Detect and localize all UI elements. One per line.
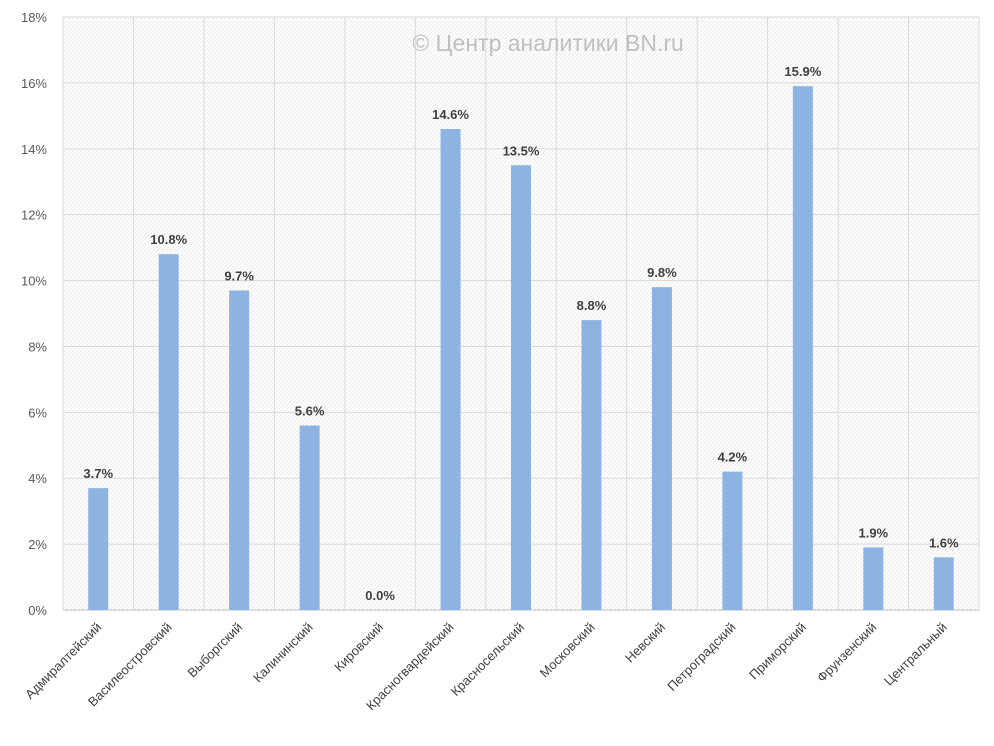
bar [229, 290, 250, 610]
data-labels: 3.7% 10.8% 9.7% 5.6% 0.0% 14.6% 13.5% 8.8% 9.8% 4… [83, 64, 959, 603]
x-tick-label: Московский [537, 620, 598, 681]
x-tick-label: Приморский [746, 620, 809, 683]
y-tick-label: 4% [28, 471, 47, 486]
y-tick-label: 0% [28, 603, 47, 618]
y-tick-label: 12% [21, 208, 47, 223]
x-tick-label: Фрунзенский [814, 620, 879, 685]
data-label: 14.6% [432, 107, 469, 122]
x-tick-label: Адмиралтейский [22, 620, 104, 702]
bar [511, 165, 531, 610]
bars [88, 86, 954, 610]
x-tick-label: Центральный [881, 620, 950, 689]
gridlines [62, 16, 980, 611]
y-tick-label: 16% [21, 76, 47, 91]
bar [581, 320, 602, 610]
data-label: 9.8% [647, 265, 677, 280]
bar [158, 254, 179, 610]
x-tick-label: Кировский [331, 620, 386, 675]
data-label: 8.8% [577, 298, 607, 313]
data-label: 15.9% [784, 64, 821, 79]
bar [299, 425, 320, 610]
data-label: 3.7% [83, 466, 113, 481]
data-label: 13.5% [503, 143, 540, 158]
y-tick-label: 18% [21, 10, 47, 25]
bar [933, 557, 954, 610]
x-tick-label: Выборгский [184, 620, 245, 681]
bar [792, 86, 813, 610]
data-label: 10.8% [150, 232, 187, 247]
data-label: 5.6% [295, 404, 325, 419]
x-tick-label: Калининский [250, 620, 316, 686]
bar [863, 547, 884, 610]
bar [651, 287, 672, 610]
bar [440, 129, 461, 610]
y-tick-label: 2% [28, 537, 47, 552]
data-label: 1.6% [929, 535, 959, 550]
data-label: 1.9% [858, 525, 888, 540]
y-axis-ticks: 0% 2% 4% 6% 8% 10% 12% 14% 16% 18% [21, 10, 47, 618]
data-label: 9.7% [224, 268, 254, 283]
x-tick-label: Невский [622, 620, 668, 666]
y-tick-label: 10% [21, 274, 47, 289]
bar [722, 471, 743, 610]
y-tick-label: 8% [28, 339, 47, 354]
watermark: © Центр аналитики BN.ru [412, 30, 684, 56]
data-label: 0.0% [365, 588, 395, 603]
y-tick-label: 6% [28, 405, 47, 420]
x-tick-label: Красносельский [448, 620, 527, 699]
x-tick-label: Петроградский [664, 620, 738, 694]
y-tick-label: 14% [21, 142, 47, 157]
data-label: 4.2% [718, 450, 748, 465]
bar [88, 488, 109, 610]
